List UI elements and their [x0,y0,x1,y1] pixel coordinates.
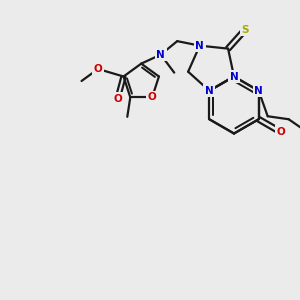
Text: N: N [195,40,204,51]
Text: N: N [156,50,165,60]
Text: O: O [148,92,157,102]
Text: N: N [254,86,263,96]
Text: N: N [230,71,238,82]
Text: O: O [94,64,102,74]
Text: N: N [205,86,214,96]
Text: S: S [242,25,249,35]
Text: O: O [276,127,285,137]
Text: O: O [113,94,122,104]
